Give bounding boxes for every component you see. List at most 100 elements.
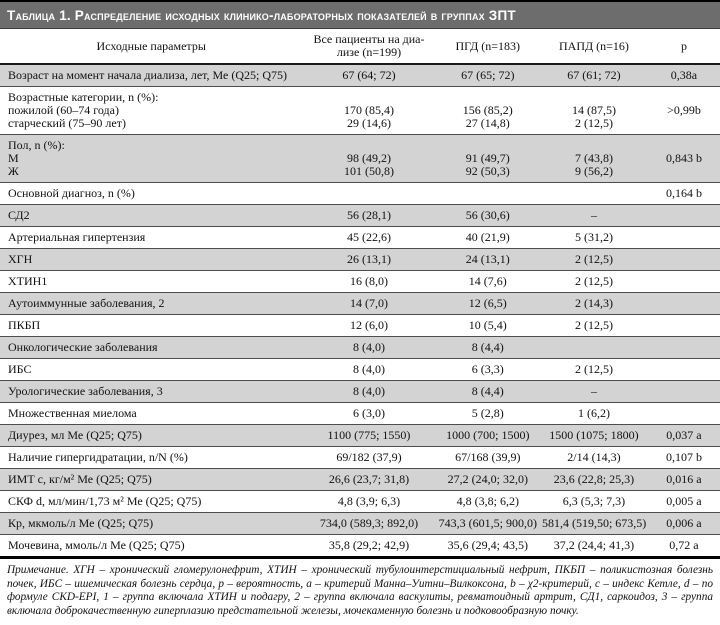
cell-line: 45 (22,6) xyxy=(346,230,391,244)
all-patients-value-cell: 98 (49,2) 101 (50,8) xyxy=(302,135,435,182)
cell-line xyxy=(650,341,718,354)
cell-line: 1500 (1075; 1800) xyxy=(549,428,639,442)
pgd-value-cell: 24 (13,1) xyxy=(436,249,540,270)
all-patients-value-cell: 14 (7,0) xyxy=(302,293,435,314)
pgd-value-cell: 156 (85,2) 27 (14,8) xyxy=(436,87,540,134)
papd-value-cell: 2 (12,5) xyxy=(540,249,648,270)
table-row: Мочевина, ммоль/л Ме (Q25; Q75) 35,8 (29… xyxy=(0,534,720,556)
all-patients-value-cell: 45 (22,6) xyxy=(302,227,435,248)
all-patients-value-cell: 6 (3,0) xyxy=(302,403,435,424)
param-cell: Наличие гипергидратации, n/N (%) xyxy=(0,447,302,468)
pgd-value-cell: 8 (4,4) xyxy=(436,381,540,402)
table-row: Возраст на момент начала диализа, лет, М… xyxy=(0,65,720,86)
cell-line: 35,6 (29,4; 43,5) xyxy=(447,538,528,552)
all-patients-value-cell xyxy=(302,183,435,204)
all-patients-value-cell: 12 (6,0) xyxy=(302,315,435,336)
cell-line: старческий (75–90 лет) xyxy=(8,116,126,130)
pgd-value-cell: 10 (5,4) xyxy=(436,315,540,336)
table-body: Возраст на момент начала диализа, лет, М… xyxy=(0,65,720,556)
cell-line: >0,99b xyxy=(667,103,701,117)
p-value-cell xyxy=(648,381,720,402)
papd-value-cell: – xyxy=(540,381,648,402)
cell-line xyxy=(542,187,646,200)
papd-value-cell: 6,3 (5,3; 7,3) xyxy=(540,491,648,512)
p-value-cell: >0,99b xyxy=(648,87,720,134)
all-patients-value-cell: 170 (85,4) 29 (14,6) xyxy=(302,87,435,134)
table-row: ХГН 26 (13,1) 24 (13,1) 2 (12,5) xyxy=(0,248,720,270)
cell-line: – xyxy=(590,384,597,398)
papd-value-cell: 581,4 (519,50; 673,5) xyxy=(540,513,648,534)
cell-line: СД2 xyxy=(8,208,30,222)
p-value-cell: 0,016 a xyxy=(648,469,720,490)
cell-line: 67 (61; 72) xyxy=(567,68,621,82)
cell-line xyxy=(650,117,718,130)
cell-line: 24 (13,1) xyxy=(465,252,510,266)
param-cell: Мочевина, ммоль/л Ме (Q25; Q75) xyxy=(0,535,302,556)
p-value-cell: 0,72 a xyxy=(648,535,720,556)
cell-line: 6 (3,0) xyxy=(352,406,385,420)
param-cell: Аутоиммунные заболевания, 2 xyxy=(0,293,302,314)
cell-line: 27 (14,8) xyxy=(465,116,510,130)
cell-line: Кр, мкмоль/л Ме (Q25; Q75) xyxy=(8,516,154,530)
cell-line: 4,8 (3,9; 6,3) xyxy=(337,494,401,508)
table-row: ХТИН1 16 (8,0) 14 (7,6) 2 (12,5) xyxy=(0,270,720,292)
param-cell: Пол, n (%): М Ж xyxy=(0,135,302,182)
papd-value-cell: 14 (87,5) 2 (12,5) xyxy=(540,87,648,134)
cell-line: 67/168 (39,9) xyxy=(455,450,521,464)
cell-line: 14 (7,0) xyxy=(349,296,388,310)
cell-line: 8 (4,0) xyxy=(352,362,385,376)
param-cell: ХТИН1 xyxy=(0,271,302,292)
papd-value-cell: 1500 (1075; 1800) xyxy=(540,425,648,446)
all-patients-value-cell: 8 (4,0) xyxy=(302,381,435,402)
papd-value-cell: 23,6 (22,8; 25,3) xyxy=(540,469,648,490)
all-patients-value-cell: 1100 (775; 1550) xyxy=(302,425,435,446)
cell-line: Артериальная гипертензия xyxy=(8,230,146,244)
table-row: Основной диагноз, n (%) 0,164 b xyxy=(0,182,720,204)
cell-line: ПГД (n=183) xyxy=(455,38,521,53)
cell-line: 8 (4,0) xyxy=(352,384,385,398)
table-row: СД2 56 (28,1) 56 (30,6) – xyxy=(0,204,720,226)
p-value-cell xyxy=(648,315,720,336)
cell-line: ПАПД (n=16) xyxy=(558,38,629,53)
cell-line: 2 (12,5) xyxy=(574,252,613,266)
cell-line: 56 (28,1) xyxy=(346,208,391,222)
cell-line: 29 (14,6) xyxy=(346,116,391,130)
p-value-cell: 0,107 b xyxy=(648,447,720,468)
papd-value-cell: 7 (43,8) 9 (56,2) xyxy=(540,135,648,182)
cell-line: 23,6 (22,8; 25,3) xyxy=(553,472,635,486)
pgd-value-cell: 12 (6,5) xyxy=(436,293,540,314)
cell-line: Возраст на момент начала диализа, лет, М… xyxy=(8,68,287,82)
cell-line: 2/14 (14,3) xyxy=(567,450,621,464)
column-header: p xyxy=(648,36,720,57)
cell-line: Ж xyxy=(8,164,19,178)
cell-line: 5 (31,2) xyxy=(574,230,613,244)
param-cell: Диурез, мл Ме (Q25; Q75) xyxy=(0,425,302,446)
cell-line: p xyxy=(680,38,687,53)
cell-line xyxy=(650,231,718,244)
param-cell: ИМТ c, кг/м² Ме (Q25; Q75) xyxy=(0,469,302,490)
param-cell: СКФ d, мл/мин/1,73 м² Ме (Q25; Q75) xyxy=(0,491,302,512)
papd-value-cell: 2/14 (14,3) xyxy=(540,447,648,468)
cell-line: 1 (6,2) xyxy=(577,406,610,420)
pgd-value-cell: 56 (30,6) xyxy=(436,205,540,226)
p-value-cell: 0,037 a xyxy=(648,425,720,446)
cell-line: 98 (49,2) xyxy=(346,151,391,165)
p-value-cell xyxy=(648,337,720,358)
column-header: ПАПД (n=16) xyxy=(540,36,648,57)
cell-line: Возрастные категории, n (%): xyxy=(8,90,159,104)
cell-line: ПКБП xyxy=(8,318,41,332)
pgd-value-cell: 40 (21,9) xyxy=(436,227,540,248)
table-header-row: Исходные параметры Все пациенты на диа-ли… xyxy=(0,29,720,65)
table-row: Диурез, мл Ме (Q25; Q75) 1100 (775; 1550… xyxy=(0,424,720,446)
cell-line: 734,0 (589,3; 892,0) xyxy=(319,516,419,530)
cell-line: 2 (12,5) xyxy=(574,116,613,130)
pgd-value-cell xyxy=(436,183,540,204)
cell-line: 0,005 a xyxy=(666,494,702,508)
table-row: Наличие гипергидратации, n/N (%) 69/182 … xyxy=(0,446,720,468)
cell-line: 0,037 a xyxy=(666,428,702,442)
cell-line xyxy=(650,297,718,310)
cell-line: 10 (5,4) xyxy=(468,318,507,332)
cell-line: 26,6 (23,7; 31,8) xyxy=(328,472,410,486)
papd-value-cell: 5 (31,2) xyxy=(540,227,648,248)
